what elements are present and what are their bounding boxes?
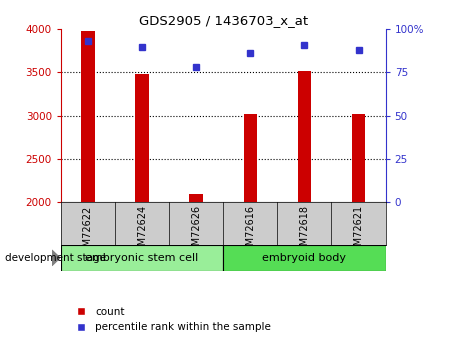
Bar xyxy=(244,114,257,202)
Text: GSM72622: GSM72622 xyxy=(83,205,93,258)
Text: embryonic stem cell: embryonic stem cell xyxy=(85,253,199,263)
Text: GSM72616: GSM72616 xyxy=(245,205,255,258)
Bar xyxy=(189,194,203,202)
Polygon shape xyxy=(52,250,60,266)
Title: GDS2905 / 1436703_x_at: GDS2905 / 1436703_x_at xyxy=(139,14,308,27)
Text: GSM72618: GSM72618 xyxy=(299,205,309,258)
Bar xyxy=(223,245,386,271)
Text: embryoid body: embryoid body xyxy=(262,253,346,263)
Text: GSM72626: GSM72626 xyxy=(191,205,201,258)
Legend: count, percentile rank within the sample: count, percentile rank within the sample xyxy=(66,303,275,336)
Bar xyxy=(298,71,311,202)
Bar xyxy=(61,245,223,271)
Bar xyxy=(352,114,365,202)
Bar xyxy=(81,31,95,202)
Text: development stage: development stage xyxy=(5,253,106,263)
Text: GSM72624: GSM72624 xyxy=(137,205,147,258)
Bar xyxy=(135,74,149,202)
Text: GSM72621: GSM72621 xyxy=(354,205,364,258)
